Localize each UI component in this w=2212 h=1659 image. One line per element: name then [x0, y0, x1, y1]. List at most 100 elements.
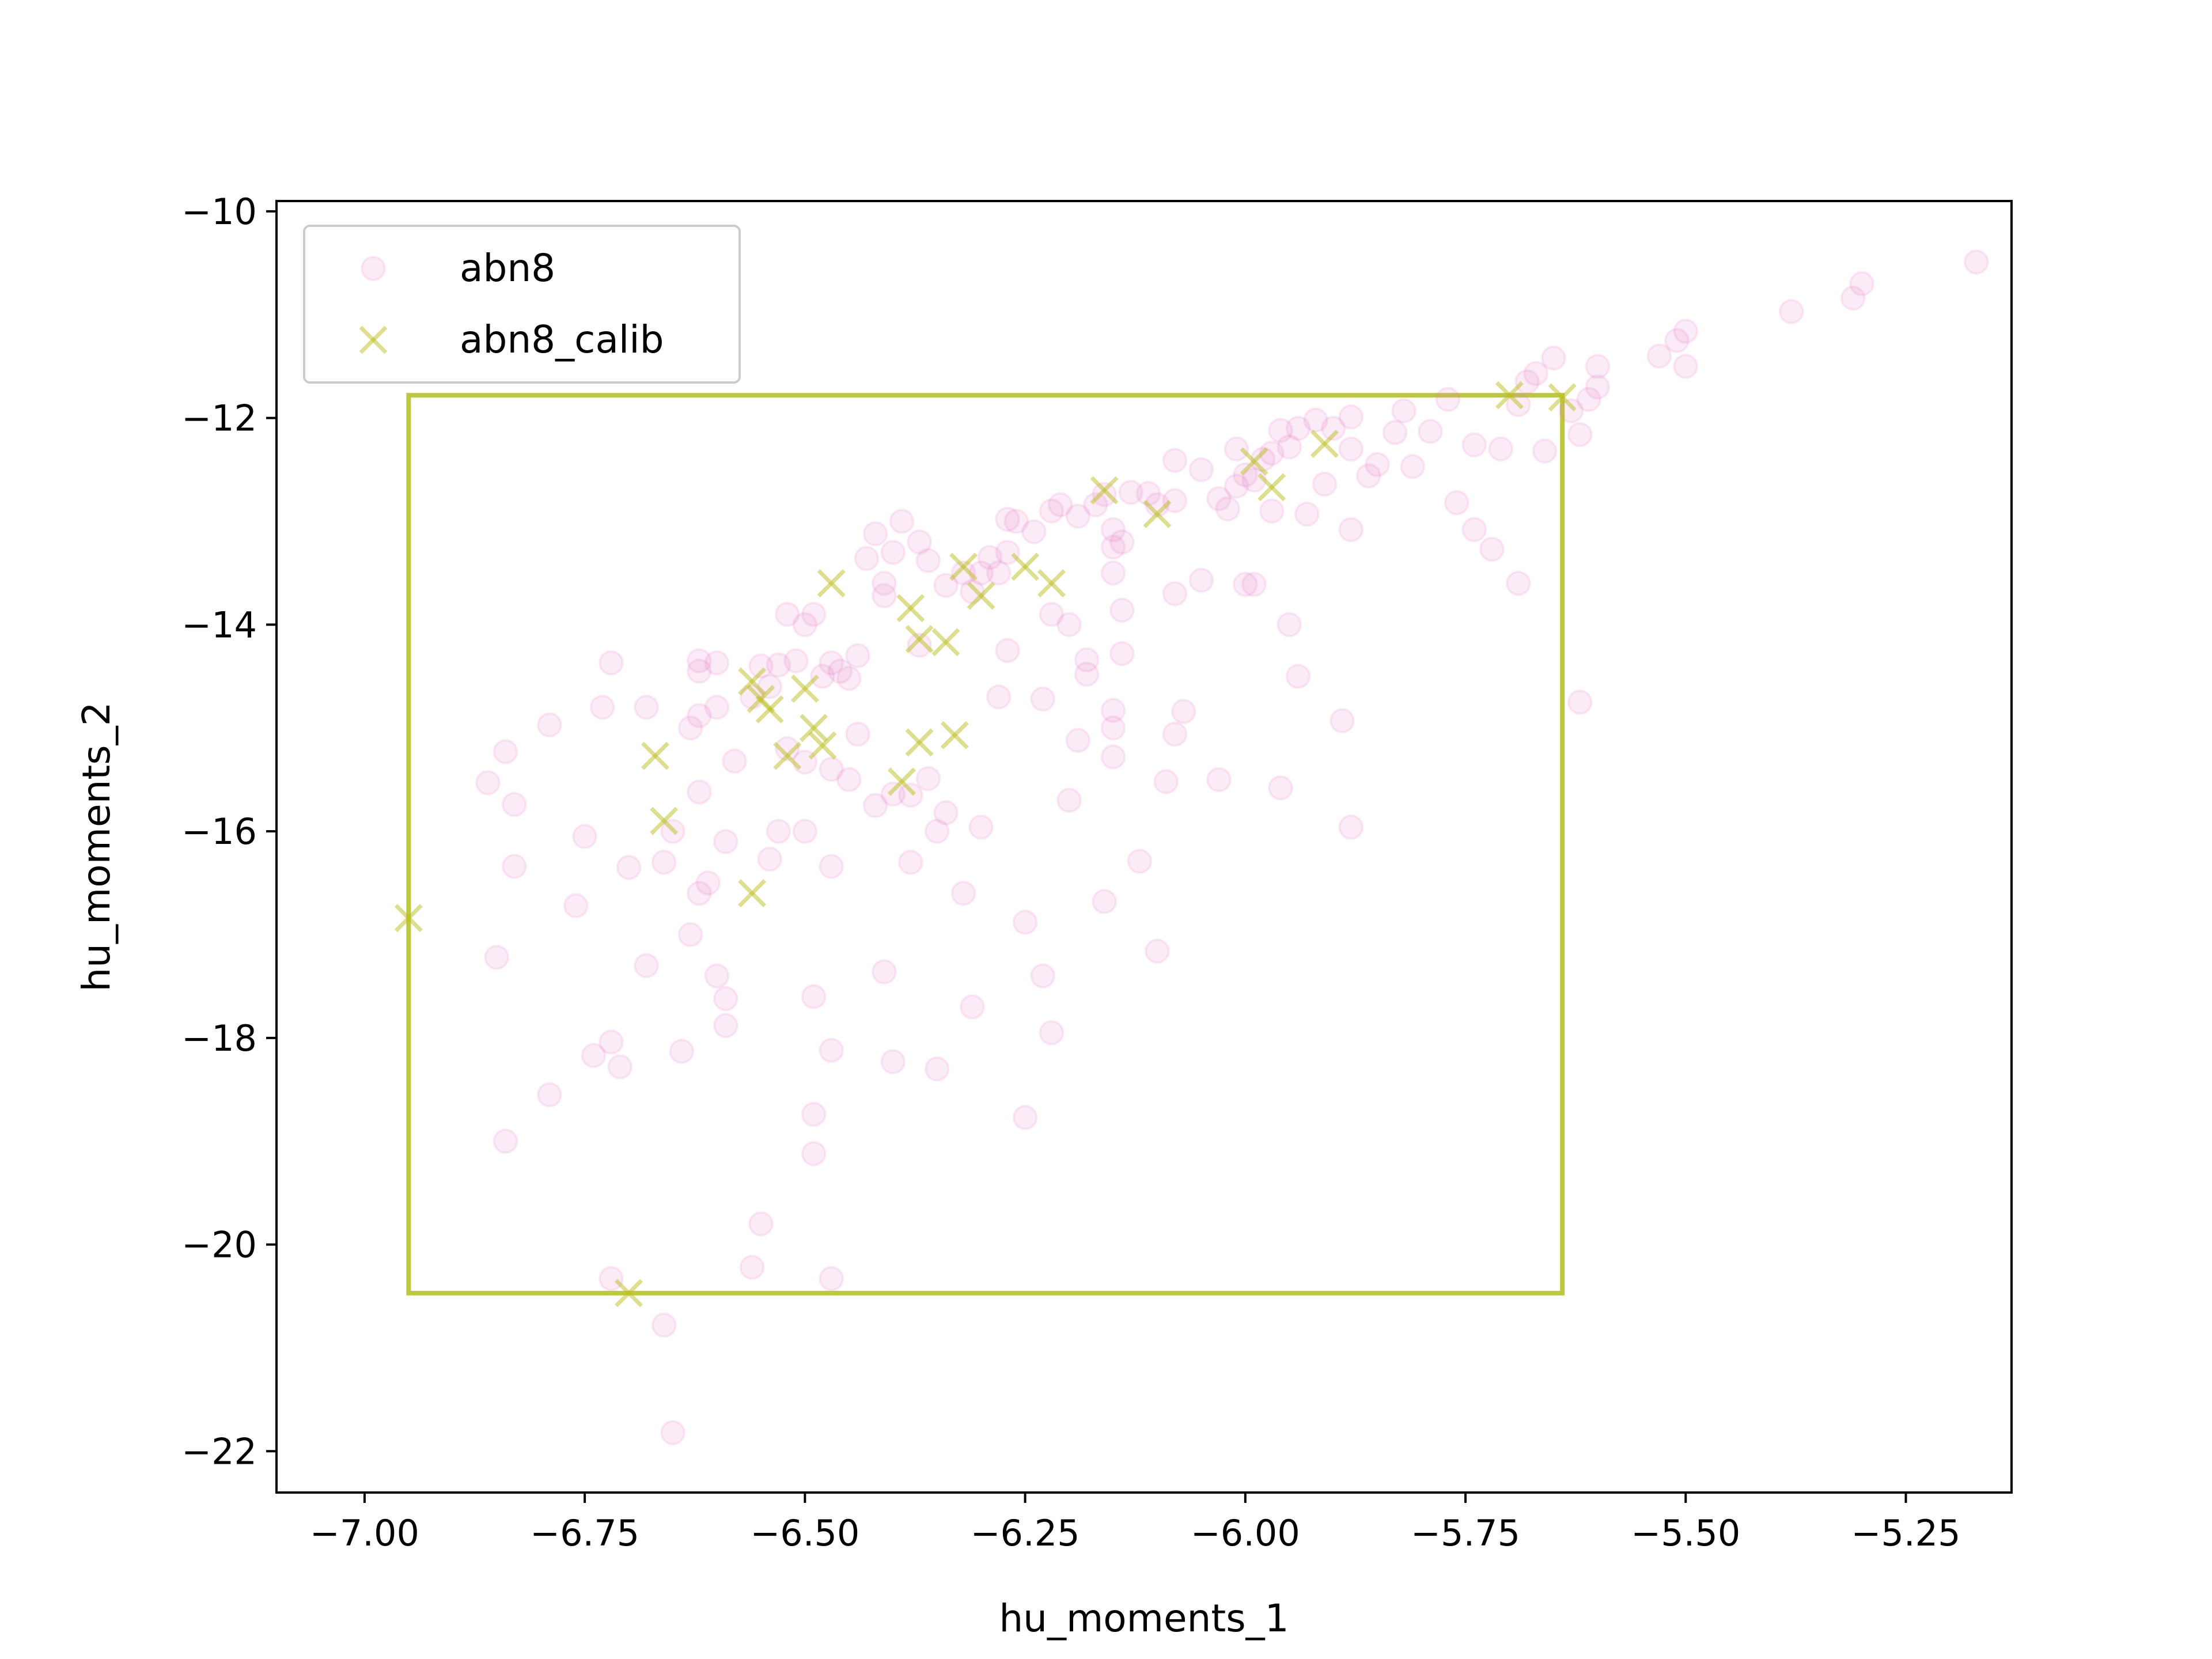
point-abn8 — [950, 560, 976, 586]
point-abn8 — [607, 1054, 633, 1080]
point-abn8 — [1039, 498, 1065, 524]
point-abn8 — [651, 1312, 677, 1338]
point-abn8 — [836, 767, 862, 793]
point-abn8 — [819, 756, 844, 782]
point-abn8 — [880, 539, 906, 565]
point-abn8 — [880, 1049, 906, 1075]
point-abn8 — [1285, 415, 1311, 441]
point-abn8_calib — [394, 904, 423, 933]
point-abn8 — [907, 529, 933, 555]
series-abn8_calib — [394, 381, 1577, 1308]
point-abn8 — [1267, 418, 1293, 444]
point-abn8 — [1382, 419, 1408, 445]
point-abn8 — [1558, 398, 1584, 424]
point-abn8_calib — [940, 721, 969, 749]
point-abn8 — [968, 814, 994, 840]
x-tick-label: −5.50 — [1631, 1512, 1740, 1554]
point-abn8 — [1232, 571, 1258, 597]
points-layer — [394, 249, 1989, 1445]
point-abn8 — [1277, 434, 1302, 460]
point-abn8 — [1338, 436, 1364, 462]
point-abn8 — [801, 984, 827, 1010]
point-abn8 — [819, 854, 844, 880]
point-abn8_calib — [949, 552, 978, 581]
point-abn8_calib — [800, 714, 828, 743]
y-tick-label: −10 — [181, 191, 257, 233]
point-abn8 — [1444, 490, 1469, 516]
point-abn8 — [1206, 767, 1232, 793]
point-abn8 — [1118, 479, 1144, 505]
point-abn8 — [598, 1029, 624, 1055]
point-abn8 — [1100, 715, 1126, 741]
point-abn8 — [1100, 534, 1126, 560]
point-abn8 — [897, 849, 923, 875]
point-abn8 — [986, 684, 1012, 710]
point-abn8_calib — [738, 667, 767, 696]
point-abn8 — [827, 658, 853, 684]
point-abn8 — [1267, 775, 1293, 801]
point-abn8 — [1092, 482, 1118, 507]
point-abn8 — [819, 650, 844, 676]
point-abn8 — [933, 800, 959, 825]
point-abn8 — [1285, 664, 1311, 690]
point-abn8 — [871, 959, 897, 985]
legend-label-abn8: abn8 — [460, 246, 555, 290]
point-abn8 — [1092, 889, 1118, 915]
point-abn8_calib — [888, 767, 916, 796]
point-abn8 — [854, 546, 880, 571]
point-abn8 — [677, 715, 703, 741]
point-abn8 — [1365, 452, 1391, 478]
point-abn8 — [995, 539, 1021, 565]
point-abn8 — [862, 521, 888, 547]
point-abn8 — [1338, 517, 1364, 543]
point-abn8 — [792, 612, 818, 638]
point-abn8 — [757, 846, 783, 872]
point-abn8 — [1338, 404, 1364, 430]
point-abn8 — [950, 880, 976, 906]
calib-box-layer — [406, 393, 1565, 1296]
point-abn8_calib — [931, 628, 960, 657]
point-abn8 — [1100, 560, 1126, 586]
point-abn8 — [862, 793, 888, 819]
point-abn8 — [774, 736, 800, 762]
point-abn8 — [995, 506, 1021, 532]
point-abn8 — [1320, 415, 1346, 441]
point-abn8_calib — [1240, 447, 1268, 476]
point-abn8 — [880, 781, 906, 807]
point-abn8 — [1224, 474, 1249, 499]
point-abn8 — [704, 694, 730, 720]
point-abn8 — [704, 963, 730, 989]
point-abn8 — [836, 665, 862, 691]
point-abn8 — [986, 560, 1012, 586]
point-abn8 — [915, 548, 941, 574]
point-abn8 — [1585, 374, 1611, 400]
point-abn8 — [1355, 463, 1381, 489]
y-tick-label: −12 — [181, 397, 257, 440]
point-abn8 — [1673, 353, 1699, 379]
point-abn8 — [809, 664, 835, 690]
point-abn8 — [1277, 612, 1302, 638]
point-abn8 — [819, 1266, 844, 1291]
point-abn8 — [1100, 744, 1126, 770]
point-abn8 — [536, 1082, 562, 1108]
point-abn8 — [1259, 498, 1285, 524]
point-abn8 — [563, 893, 589, 919]
point-abn8 — [686, 703, 712, 729]
point-abn8 — [845, 721, 871, 747]
point-abn8 — [995, 638, 1021, 664]
point-abn8 — [1100, 698, 1126, 724]
point-abn8 — [1030, 686, 1056, 712]
point-abn8 — [1673, 318, 1699, 344]
point-abn8 — [1065, 503, 1091, 529]
y-tick-label: −14 — [181, 604, 257, 646]
point-abn8 — [1540, 345, 1566, 371]
point-abn8 — [977, 544, 1003, 570]
x-tick-label: −6.25 — [971, 1512, 1080, 1554]
point-abn8 — [748, 653, 774, 679]
point-abn8 — [581, 1043, 607, 1069]
point-abn8_calib — [1495, 381, 1524, 410]
point-abn8 — [589, 694, 615, 720]
point-abn8 — [1162, 581, 1188, 607]
point-abn8 — [1039, 601, 1065, 627]
point-abn8 — [493, 1128, 518, 1154]
